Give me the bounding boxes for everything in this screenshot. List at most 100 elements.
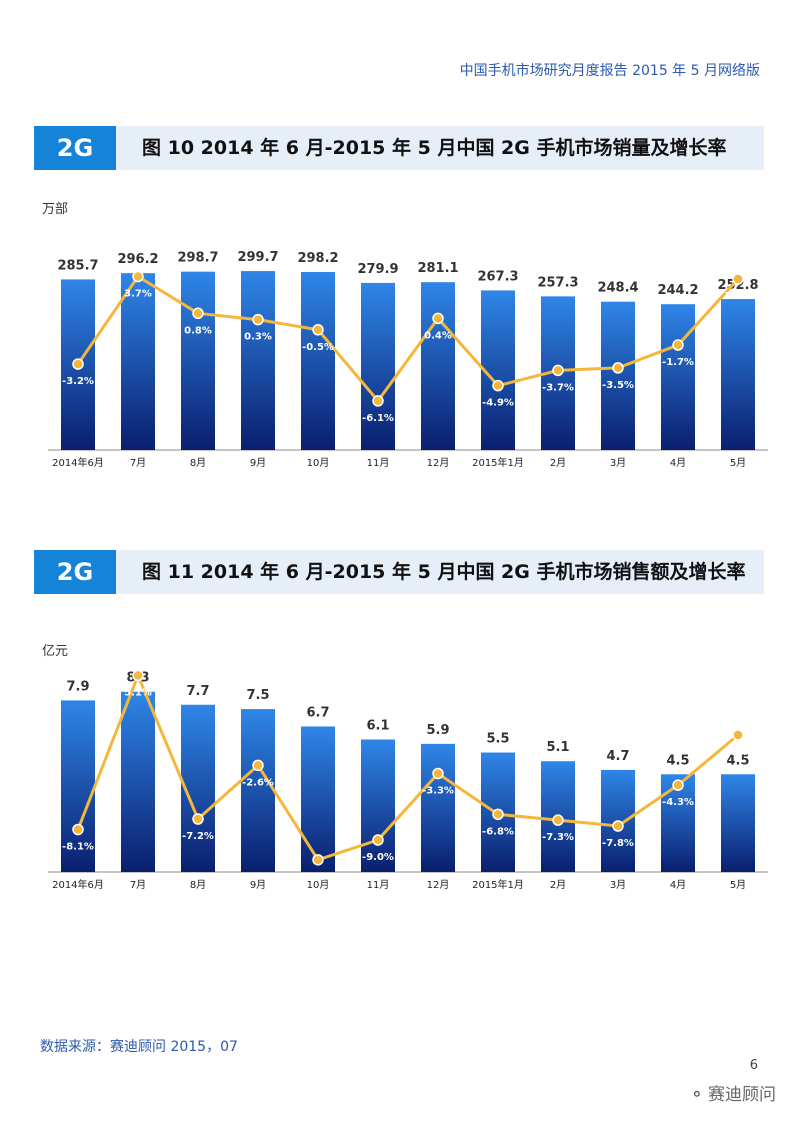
figure-10-chart: 285.7 2014年6月 296.2 7月 298.7 8月 299.7 9月 298.2 10… xyxy=(48,250,768,469)
bar-value-label-4: 298.2 xyxy=(297,251,338,266)
bar-value-label-5: 6.1 xyxy=(366,719,389,734)
growth-point-8 xyxy=(552,364,564,377)
x-tick-label-4: 10月 xyxy=(307,879,330,891)
figure-11-unit: 亿元 xyxy=(42,644,69,659)
bar-value-label-3: 299.7 xyxy=(237,250,278,265)
growth-point-7 xyxy=(492,379,504,392)
growth-label-4: -10.7% xyxy=(299,872,338,883)
growth-point-9 xyxy=(612,820,624,832)
bar-value-label-5: 279.9 xyxy=(357,262,398,277)
figure-10-unit: 万部 xyxy=(42,202,69,217)
x-tick-label-11: 5月 xyxy=(730,879,746,891)
bar-value-label-11: 4.5 xyxy=(726,753,749,768)
bar-value-label-6: 281.1 xyxy=(417,261,458,276)
bar-value-label-10: 244.2 xyxy=(657,283,698,298)
x-tick-label-8: 2月 xyxy=(550,879,566,891)
growth-label-11: 0.0% xyxy=(724,747,752,758)
figure-11-title: 图 11 2014 年 6 月-2015 年 5 月中国 2G 手机市场销售额及… xyxy=(142,561,746,583)
figure-11-chart: 7.92014年6月8.37月7.78月7.59月6.710月6.111月5.9… xyxy=(48,669,768,891)
figure-11-title-bar: 2G 图 11 2014 年 6 月-2015 年 5 月中国 2G 手机市场销… xyxy=(34,550,764,594)
figure-10-tag: 2G xyxy=(34,126,116,170)
bar-value-label-8: 5.1 xyxy=(546,740,569,755)
growth-point-10 xyxy=(672,339,684,351)
bar-value-label-2: 298.7 xyxy=(177,251,218,266)
x-tick-label-8: 2月 xyxy=(550,457,566,469)
growth-point-3 xyxy=(252,313,264,326)
growth-point-4 xyxy=(312,854,324,866)
growth-label-11: 3.5% xyxy=(724,291,752,302)
growth-label-1: 5.1% xyxy=(124,688,152,699)
x-tick-label-11: 5月 xyxy=(730,457,746,469)
bar-10 xyxy=(661,304,695,450)
x-tick-label-7: 2015年1月 xyxy=(472,456,524,469)
x-tick-label-2: 8月 xyxy=(190,879,206,891)
growth-point-7 xyxy=(492,808,504,821)
bar-6 xyxy=(421,743,455,872)
bar-value-label-9: 248.4 xyxy=(597,281,638,296)
growth-label-3: 0.3% xyxy=(244,332,272,343)
bar-value-label-6: 5.9 xyxy=(426,723,449,738)
bar-value-label-7: 5.5 xyxy=(486,732,509,747)
growth-label-3: -2.6% xyxy=(242,777,274,788)
bar-2 xyxy=(181,271,215,450)
growth-line xyxy=(76,671,739,862)
bar-11 xyxy=(721,299,755,450)
bar-9 xyxy=(601,301,635,450)
growth-point-1 xyxy=(132,270,144,283)
bar-value-label-4: 6.7 xyxy=(306,705,329,720)
bar-value-label-10: 4.5 xyxy=(666,753,689,768)
x-tick-label-0: 2014年6月 xyxy=(52,878,104,891)
bar-11 xyxy=(721,774,755,872)
x-tick-label-0: 2014年6月 xyxy=(52,456,104,469)
growth-point-11 xyxy=(732,729,744,741)
growth-point-0 xyxy=(72,823,84,836)
growth-point-3 xyxy=(252,759,264,772)
bar-value-label-1: 296.2 xyxy=(117,252,158,267)
wechat-icon: ⚬ xyxy=(689,1085,704,1105)
bar-6 xyxy=(421,282,455,450)
bar-0 xyxy=(61,700,95,872)
growth-label-2: 0.8% xyxy=(184,325,212,336)
growth-label-9: -3.5% xyxy=(602,380,634,391)
growth-line xyxy=(76,274,740,404)
x-tick-label-5: 11月 xyxy=(367,879,390,891)
growth-label-5: -6.1% xyxy=(362,413,394,424)
bar-1 xyxy=(121,273,155,450)
bar-value-label-9: 4.7 xyxy=(606,749,629,764)
bar-value-label-0: 285.7 xyxy=(57,258,98,273)
x-tick-label-10: 4月 xyxy=(670,457,686,469)
growth-point-2 xyxy=(192,307,204,320)
x-tick-label-6: 12月 xyxy=(427,457,450,469)
growth-point-6 xyxy=(432,767,444,780)
growth-point-1 xyxy=(132,669,144,682)
growth-point-8 xyxy=(552,814,564,826)
x-tick-label-9: 3月 xyxy=(610,457,626,469)
growth-point-5 xyxy=(372,395,384,407)
growth-label-10: -1.7% xyxy=(662,357,694,368)
growth-point-9 xyxy=(612,362,624,374)
growth-label-2: -7.2% xyxy=(182,831,214,842)
bar-1 xyxy=(121,691,155,872)
growth-label-0: -8.1% xyxy=(62,842,94,853)
growth-label-5: -9.0% xyxy=(362,852,394,863)
growth-point-10 xyxy=(672,779,684,791)
x-tick-label-2: 8月 xyxy=(190,457,206,469)
x-tick-label-5: 11月 xyxy=(367,457,390,469)
growth-point-2 xyxy=(192,813,204,825)
bar-4 xyxy=(301,271,335,450)
growth-point-0 xyxy=(72,358,84,370)
bar-3 xyxy=(241,709,275,872)
x-tick-label-3: 9月 xyxy=(250,879,266,891)
growth-label-0: -3.2% xyxy=(62,376,94,387)
growth-label-7: -6.8% xyxy=(482,826,514,837)
x-tick-label-9: 3月 xyxy=(610,879,626,891)
growth-label-7: -4.9% xyxy=(482,398,514,409)
growth-point-11 xyxy=(732,273,744,285)
bar-5 xyxy=(361,282,395,450)
bar-value-label-2: 7.7 xyxy=(186,684,209,699)
bar-4 xyxy=(301,726,335,872)
growth-point-4 xyxy=(312,324,324,336)
growth-label-1: 3.7% xyxy=(124,289,152,300)
report-header: 中国手机市场研究月度报告 2015 年 5 月网络版 xyxy=(459,63,760,79)
x-tick-label-7: 2015年1月 xyxy=(472,878,524,891)
